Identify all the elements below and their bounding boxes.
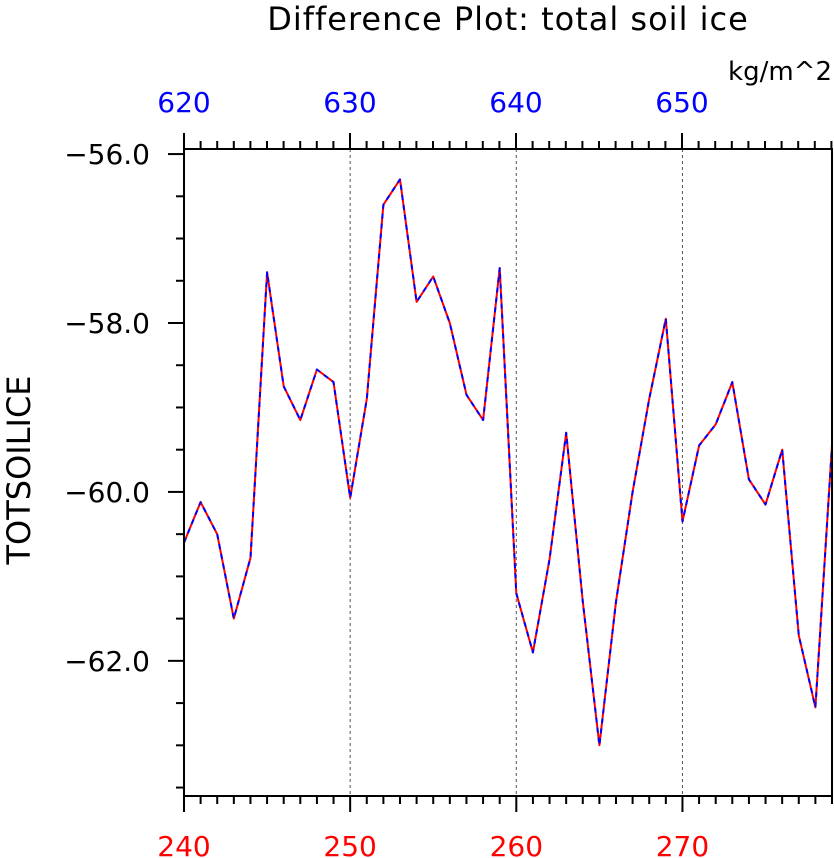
tick-layer [168, 133, 833, 812]
y-tick-label: −58.0 [64, 307, 150, 340]
plot-frame [183, 148, 833, 797]
y-axis-label: TOTSOILICE [0, 375, 38, 565]
series-line-2 [183, 178, 833, 747]
series-layer [183, 178, 833, 747]
x-top-tick-label: 640 [489, 86, 542, 119]
x-top-tick-label: 620 [157, 86, 210, 119]
y-tick-label: −62.0 [64, 645, 150, 678]
x-bottom-tick-label: 250 [323, 830, 376, 858]
chart-title: Difference Plot: total soil ice [267, 0, 749, 38]
y-tick-label: −56.0 [64, 138, 150, 171]
label-layer: −56.0 −58.0 −60.0 −62.0 240 250 260 270 620 630 64… [64, 86, 709, 858]
y-tick-label: −60.0 [64, 476, 150, 509]
x-top-tick-label: 650 [655, 86, 708, 119]
series-line-1 [183, 178, 833, 747]
x-top-tick-label: 630 [323, 86, 376, 119]
x-bottom-tick-label: 260 [490, 830, 543, 858]
x-bottom-tick-label: 270 [656, 830, 709, 858]
units-label: kg/m^2 [728, 57, 832, 87]
x-bottom-tick-label: 240 [157, 830, 210, 858]
grid-layer [349, 149, 683, 796]
